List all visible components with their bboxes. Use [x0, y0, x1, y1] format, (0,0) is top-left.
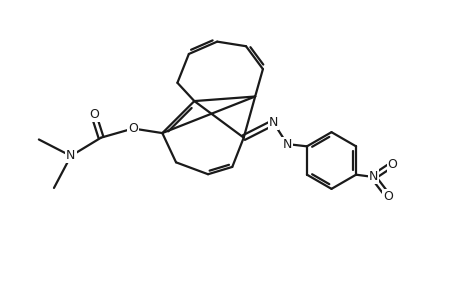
Text: N: N — [268, 116, 278, 129]
Text: O: O — [128, 122, 138, 135]
Text: O: O — [387, 158, 397, 171]
Text: N: N — [282, 138, 291, 151]
Text: N: N — [66, 149, 75, 162]
Text: N: N — [368, 170, 377, 184]
Text: O: O — [89, 108, 99, 121]
Text: O: O — [382, 190, 392, 203]
